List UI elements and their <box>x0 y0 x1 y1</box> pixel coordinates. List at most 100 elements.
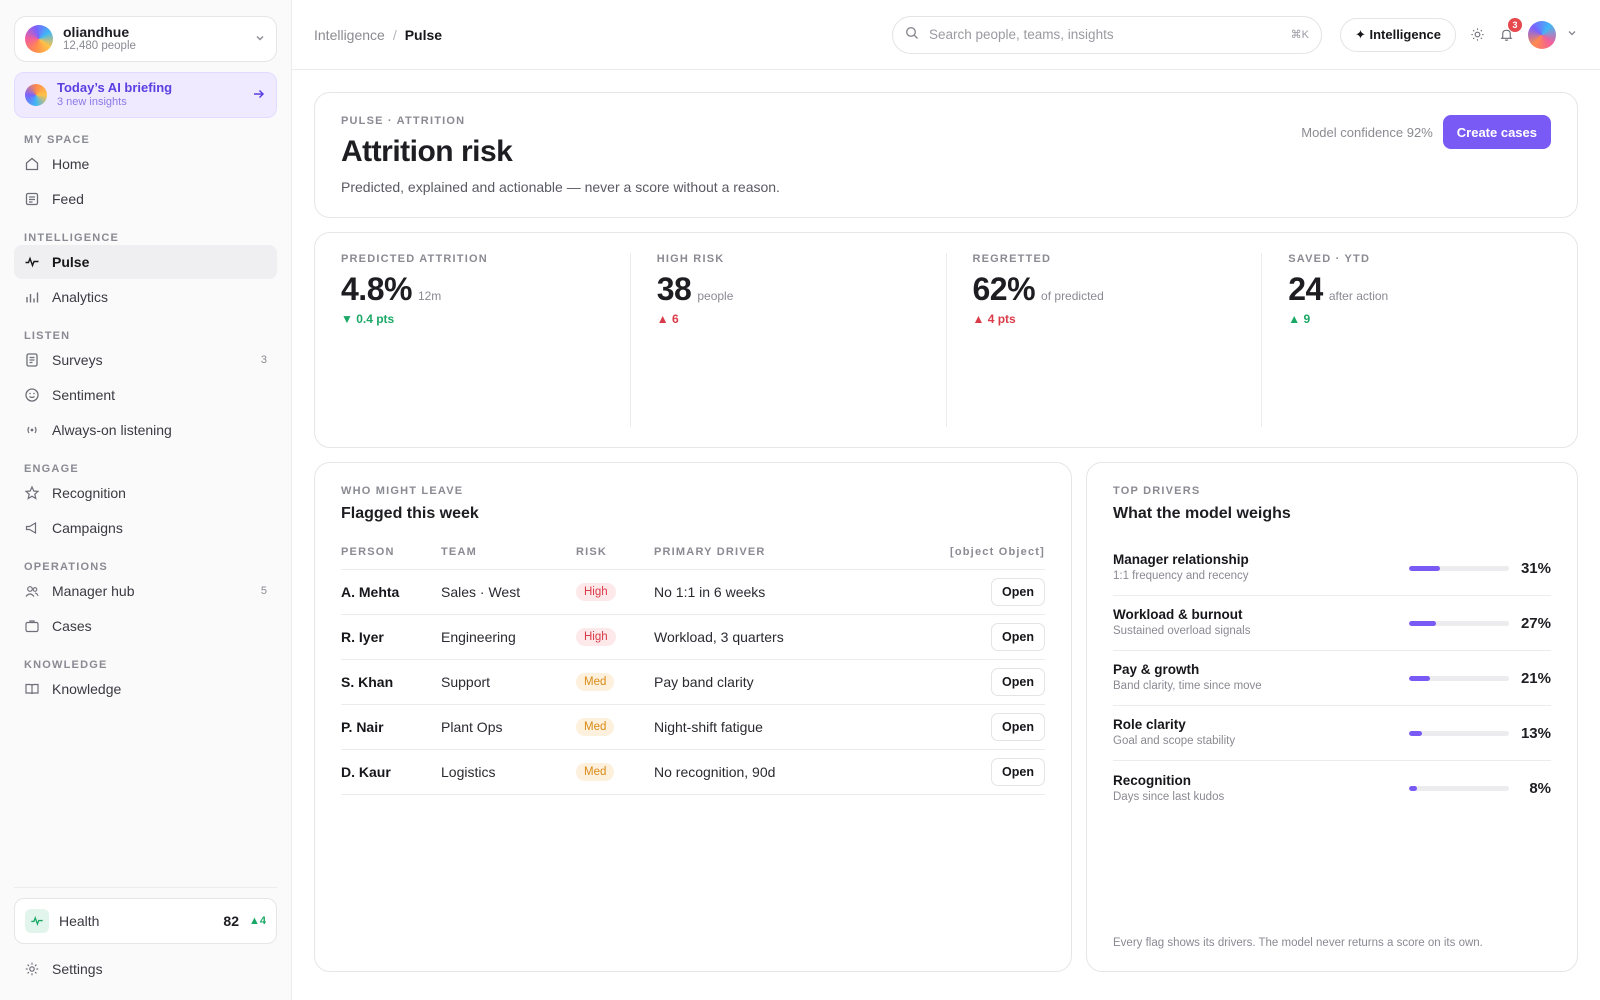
driver-name: Workload & burnout <box>1113 607 1243 623</box>
sidebar-item-label: Feed <box>52 191 84 207</box>
search-box[interactable]: ⌘K <box>891 15 1322 54</box>
open-button[interactable]: Open <box>991 577 1045 606</box>
sidebar-item-knowledge[interactable]: Knowledge <box>14 672 277 706</box>
table-row[interactable]: R. Iyer Engineering High Workload, 3 qua… <box>341 614 1045 660</box>
flagged-title: Flagged this week <box>341 505 479 522</box>
driver-sub: Days since last kudos <box>1113 790 1225 803</box>
sidebar-item-always-on-listening[interactable]: Always-on listening <box>14 413 277 447</box>
sidebar-item-sentiment[interactable]: Sentiment <box>14 378 277 412</box>
sidebar: oliandhue 12,480 people Today’s AI brief… <box>0 0 292 1000</box>
kpi-unit: after action <box>1328 289 1389 303</box>
open-button[interactable]: Open <box>991 712 1045 741</box>
search-input[interactable] <box>928 27 1281 42</box>
column-header: RISK <box>576 535 654 570</box>
sidebar-item-manager-hub[interactable]: Manager hub 5 <box>14 574 277 608</box>
kpi-delta: ▲ 4 pts <box>972 312 1016 326</box>
column-header: PERSON <box>341 535 441 570</box>
drivers-title: What the model weighs <box>1113 505 1291 522</box>
table-row[interactable]: A. Mehta Sales · West High No 1:1 in 6 w… <box>341 569 1045 615</box>
activity-icon <box>25 909 49 933</box>
driver-name: Pay & growth <box>1113 662 1200 678</box>
kpi-unit: of predicted <box>1041 289 1104 303</box>
drivers-eyebrow: TOP DRIVERS <box>1113 485 1201 497</box>
sidebar-item-feed[interactable]: Feed <box>14 182 277 216</box>
kpi-delta: ▲ 9 <box>1288 312 1311 326</box>
org-people-count: 12,480 people <box>63 40 136 53</box>
open-button[interactable]: Open <box>991 757 1045 786</box>
person-name: S. Khan <box>341 659 441 705</box>
kpi-value: 24 <box>1288 271 1323 307</box>
drivers-card: TOP DRIVERS What the model weighs Manage… <box>1086 462 1578 972</box>
sun-icon <box>1471 28 1484 41</box>
open-button[interactable]: Open <box>991 667 1045 696</box>
intelligence-button[interactable]: ✦ Intelligence <box>1339 17 1456 52</box>
primary-driver: No recognition, 90d <box>654 749 880 795</box>
primary-driver: Pay band clarity <box>654 659 880 705</box>
kpi-value: 38 <box>656 271 692 307</box>
theme-toggle[interactable] <box>1470 27 1485 42</box>
gear-icon <box>24 961 40 977</box>
notifications-button[interactable]: 3 <box>1499 18 1522 42</box>
sidebar-item-home[interactable]: Home <box>14 147 277 181</box>
sidebar-item-analytics[interactable]: Analytics <box>14 280 277 314</box>
sidebar-item-label: Surveys <box>52 352 103 368</box>
sidebar-item-campaigns[interactable]: Campaigns <box>14 511 277 545</box>
flagged-eyebrow: WHO MIGHT LEAVE <box>341 485 464 497</box>
column-header: PRIMARY DRIVER <box>654 535 880 570</box>
person-name: A. Mehta <box>341 569 441 615</box>
table-row[interactable]: P. Nair Plant Ops Med Night-shift fatigu… <box>341 704 1045 750</box>
nav-section-intelligence: INTELLIGENCE <box>24 232 120 244</box>
driver-percent: 27% <box>1520 614 1551 632</box>
team-name: Logistics <box>441 749 576 795</box>
kpi-value: 4.8% <box>341 271 412 307</box>
driver-bar <box>1409 620 1509 626</box>
kpi-label: REGRETTED <box>972 253 1052 265</box>
org-switcher[interactable]: oliandhue 12,480 people <box>14 16 277 62</box>
primary-driver: Workload, 3 quarters <box>654 614 880 660</box>
flagged-card: WHO MIGHT LEAVE Flagged this week PERSON… <box>314 462 1072 972</box>
health-score: 82 <box>223 913 239 929</box>
content: PULSE · ATTRITION Attrition risk Predict… <box>292 70 1600 972</box>
org-avatar <box>25 25 53 53</box>
table-row[interactable]: D. Kaur Logistics Med No recognition, 90… <box>341 749 1045 795</box>
settings-button[interactable]: Settings <box>14 952 277 986</box>
star-icon <box>24 485 40 501</box>
driver-percent: 8% <box>1529 780 1551 797</box>
megaphone-icon <box>24 520 40 536</box>
chevron-down-icon <box>254 32 266 47</box>
sidebar-item-label: Cases <box>52 618 92 634</box>
page-subtitle: Predicted, explained and actionable — ne… <box>341 179 780 195</box>
health-widget[interactable]: Health 82 ▲4 <box>14 898 277 944</box>
risk-badge: High <box>576 628 616 646</box>
driver-list: Manager relationship 1:1 frequency and re… <box>1113 541 1551 816</box>
smile-icon <box>24 387 40 403</box>
driver-name: Recognition <box>1113 772 1191 788</box>
team-name: Engineering <box>441 614 576 660</box>
driver-bar <box>1409 730 1509 736</box>
breadcrumb: Intelligence / Pulse <box>314 27 892 43</box>
chevron-down-icon[interactable] <box>1566 27 1578 42</box>
create-cases-button[interactable]: Create cases <box>1442 115 1551 149</box>
nav-section-listen: LISTEN <box>24 330 71 342</box>
sidebar-item-cases[interactable]: Cases <box>14 609 277 643</box>
driver-row: Workload & burnout Sustained overload sig… <box>1113 596 1551 651</box>
risk-badge: High <box>576 583 616 601</box>
breadcrumb-intelligence[interactable]: Intelligence <box>314 26 385 43</box>
search-icon <box>905 26 919 43</box>
sidebar-item-label: Pulse <box>52 254 90 270</box>
sidebar-item-surveys[interactable]: Surveys 3 <box>14 343 277 377</box>
kpi-unit: people <box>697 289 734 303</box>
model-confidence: Model confidence 92% <box>1301 124 1433 140</box>
ai-briefing-avatar <box>25 84 47 106</box>
table-row[interactable]: S. Khan Support Med Pay band clarity Ope… <box>341 659 1045 705</box>
sidebar-item-pulse[interactable]: Pulse <box>14 245 277 279</box>
ai-briefing-card[interactable]: Today’s AI briefing 3 new insights <box>14 72 277 118</box>
team-name: Plant Ops <box>441 704 576 750</box>
sidebar-item-recognition[interactable]: Recognition <box>14 476 277 510</box>
open-button[interactable]: Open <box>991 622 1045 651</box>
driver-row: Role clarity Goal and scope stability 13% <box>1113 706 1551 761</box>
driver-sub: Sustained overload signals <box>1113 625 1251 638</box>
driver-row: Pay & growth Band clarity, time since mov… <box>1113 651 1551 706</box>
user-avatar[interactable] <box>1528 20 1556 49</box>
